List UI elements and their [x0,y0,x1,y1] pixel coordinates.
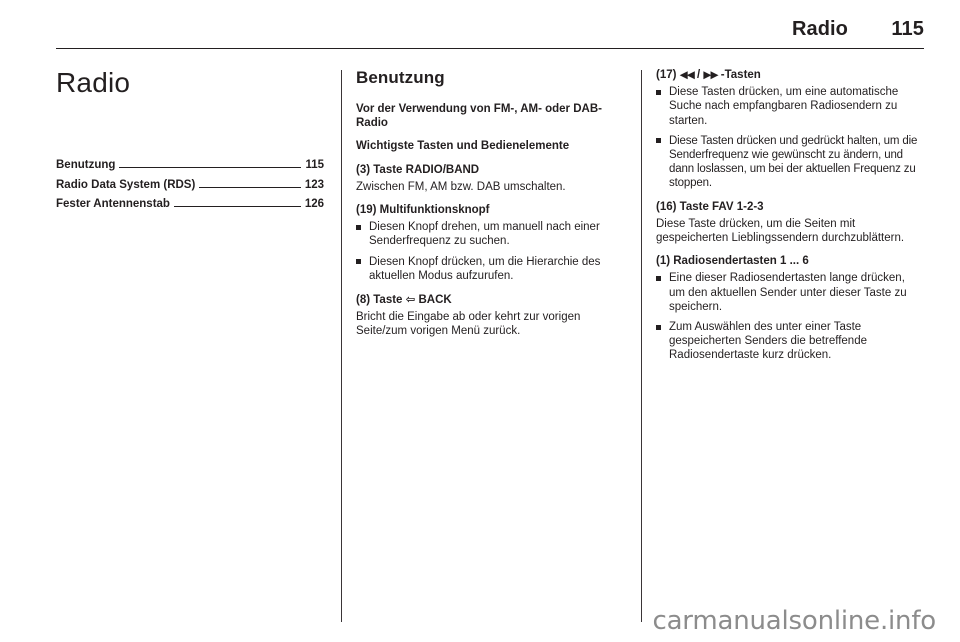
control-item-bullets-multifunction-knob: Diesen Knopf drehen, um manuell nach ein… [356,220,624,283]
control-item-title-seek-suffix: -Tasten [720,69,761,81]
subsection-title-vor-der-verwendung: Vor der Verwendung von FM-, AM- oder DAB… [356,103,602,130]
list-item-text: Diesen Knopf drücken, um die Hierarchie … [369,255,601,282]
control-item-title-back-suffix: BACK [418,294,452,307]
column-three: (17) ◀◀ / ▶▶ -Tasten Diese Tasten drücke… [656,68,924,372]
control-item-title-radio-band: (3) Taste RADIO/BAND [356,163,480,176]
header-chapter-title: Radio [791,18,848,40]
toc-entry-page: 115 [305,159,324,171]
list-item: Diesen Knopf drehen, um manuell nach ein… [356,220,624,248]
list-item-text: Diesen Knopf drehen, um manuell nach ein… [369,221,600,248]
list-item: Zum Auswählen des unter einer Taste gesp… [656,320,924,363]
list-item: Diese Tasten drücken, um eine automatisc… [656,85,924,128]
square-bullet-icon [356,259,361,265]
square-bullet-icon [356,224,361,230]
back-arrow-icon: ⇦ [405,292,416,307]
section-title-benutzung: Benutzung [356,68,445,87]
toc-leader-dots [119,167,302,168]
list-item-text: Zum Auswählen des unter einer Taste gesp… [669,321,867,362]
list-item-text: Diese Tasten drücken, um eine automatisc… [669,86,899,127]
header-page-number: 115 [891,18,924,40]
toc-entry-label: Fester Antennenstab [56,198,170,210]
page-header: Radio 115 [56,18,924,58]
glyph-separator: / [697,69,701,81]
list-item-text: Eine dieser Radiosendertasten lange drüc… [669,272,907,313]
chapter-title: Radio [56,67,131,98]
control-item-text-fav: Diese Taste drücken, um die Seiten mit g… [656,217,905,245]
control-item-title-seek-prefix: (17) [656,69,677,81]
toc-entry-page: 123 [304,178,324,191]
page-header-inner: Radio 115 [56,18,924,41]
control-item-text-radio-band: Zwischen FM, AM bzw. DAB umschalten. [356,180,566,193]
header-rule [56,48,924,49]
list-item: Diesen Knopf drücken, um die Hierarchie … [356,255,624,283]
control-item-title-station-buttons: (1) Radiosendertasten 1 ... 6 [656,255,809,268]
toc-entry-label: Radio Data System (RDS) [56,178,196,191]
square-bullet-icon [656,275,661,281]
control-item-bullets-station-buttons: Eine dieser Radiosendertasten lange drüc… [656,271,924,362]
toc-entry-label: Benutzung [56,159,116,171]
seek-backward-icon: ◀◀ [679,69,695,81]
list-item-text: Diese Tasten drücken und gedrückt halten… [669,134,918,190]
list-item: Eine dieser Radiosendertasten lange drüc… [656,271,924,314]
footer-watermark: carmanualsonline.info [652,606,936,636]
subsection-title-wichtigste-tasten: Wichtigste Tasten und Bedienelemente [356,140,570,153]
toc-entry[interactable]: Radio Data System (RDS) 123 [56,176,324,196]
control-item-text-back: Bricht die Eingabe ab oder kehrt zur vor… [356,311,581,338]
control-item-bullets-seek: Diese Tasten drücken, um eine automatisc… [656,85,924,190]
toc-entry[interactable]: Fester Antennenstab 126 [56,195,324,215]
column-one: Radio Benutzung 115 Radio Data System (R… [56,68,324,215]
column-divider-left [341,70,342,622]
toc-leader-dots [199,186,301,188]
toc-leader-dots [173,206,301,207]
toc-entry-page: 126 [304,198,324,210]
list-item: Diese Tasten drücken und gedrückt halten… [656,134,924,191]
control-item-title-seek: (17) ◀◀ / ▶▶ -Tasten [656,68,924,82]
control-item-title-multifunction-knob: (19) Multifunktionsknopf [356,204,490,217]
control-item-title-back: (8) Taste ⇦ BACK [356,292,624,307]
square-bullet-icon [656,324,661,330]
control-item-title-fav: (16) Taste FAV 1-2-3 [656,200,764,213]
column-two: Benutzung Vor der Verwendung von FM-, AM… [356,68,624,348]
table-of-contents: Benutzung 115 Radio Data System (RDS) 12… [56,156,324,215]
seek-forward-icon: ▶▶ [703,69,718,81]
column-divider-right [641,70,642,622]
square-bullet-icon [656,138,661,144]
control-item-title-back-prefix: (8) Taste [356,294,403,307]
toc-entry[interactable]: Benutzung 115 [56,156,324,176]
square-bullet-icon [656,89,661,95]
